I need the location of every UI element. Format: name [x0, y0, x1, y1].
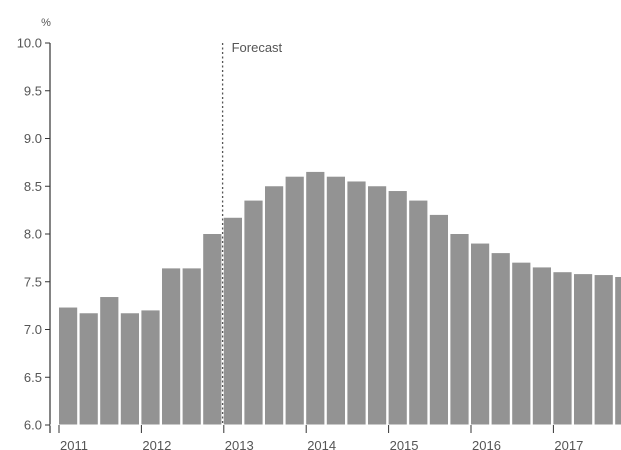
bar	[100, 297, 119, 425]
y-tick-label: 9.5	[24, 83, 42, 98]
x-tick-label: 2014	[307, 438, 336, 450]
bar	[409, 200, 428, 425]
x-tick-label: 2015	[390, 438, 419, 450]
bar	[326, 176, 345, 425]
y-tick-label: 9.0	[24, 131, 42, 146]
bar	[59, 307, 78, 425]
x-tick-label: 2011	[60, 438, 88, 450]
bar	[223, 217, 242, 425]
bar	[306, 171, 325, 425]
bars	[59, 171, 621, 425]
bar	[347, 181, 366, 425]
bar	[450, 234, 469, 425]
bar	[429, 214, 448, 425]
x-tick-label: 2013	[225, 438, 254, 450]
bar	[512, 262, 531, 425]
bar	[594, 275, 613, 425]
y-tick-label: 10.0	[17, 36, 42, 51]
bar	[491, 253, 510, 425]
bar	[162, 268, 181, 425]
bar	[203, 234, 222, 425]
x-tick-label: 2012	[142, 438, 171, 450]
bar	[182, 268, 201, 425]
y-tick-label: 7.5	[24, 274, 42, 289]
bar	[615, 276, 621, 425]
y-tick-label: 7.0	[24, 322, 42, 337]
bar	[574, 274, 593, 425]
bar	[471, 243, 490, 425]
forecast-label: Forecast	[232, 40, 283, 55]
bar	[388, 191, 407, 425]
bar	[79, 313, 98, 425]
bar	[244, 200, 263, 425]
bar	[285, 176, 304, 425]
y-axis-unit: %	[41, 17, 51, 29]
bar	[141, 310, 160, 425]
y-axis: 6.0 6.5 7.0 7.5 8.0 8.5 9.0 9.5 10.0	[17, 36, 50, 433]
bar	[553, 272, 572, 425]
y-tick-label: 8.0	[24, 227, 42, 242]
x-tick-label: 2016	[472, 438, 501, 450]
x-axis: 2011 2012 2013 2014 2015 2016 2017	[58, 425, 583, 450]
y-tick-label: 6.0	[24, 418, 42, 433]
bar	[265, 186, 284, 425]
y-tick-label: 6.5	[24, 370, 42, 385]
bar	[368, 186, 387, 425]
y-tick-label: 8.5	[24, 179, 42, 194]
bar	[120, 313, 139, 425]
x-tick-label: 2017	[554, 438, 583, 450]
bar	[532, 267, 551, 425]
